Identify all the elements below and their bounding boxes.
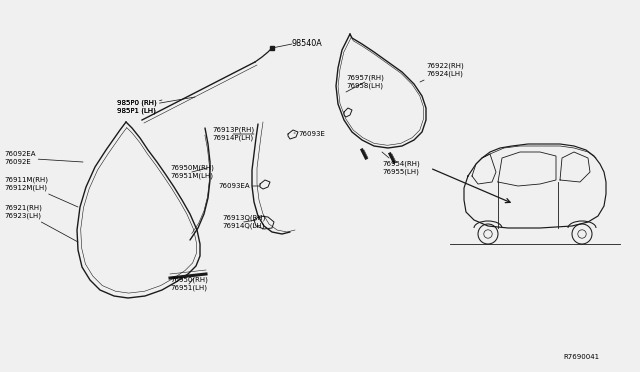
Text: R7690041: R7690041: [564, 354, 600, 360]
Text: 985P0 (RH)
985P1 (LH): 985P0 (RH) 985P1 (LH): [117, 97, 195, 114]
Text: 76950(RH)
76951(LH): 76950(RH) 76951(LH): [170, 277, 208, 291]
Text: 76092EA
76092E: 76092EA 76092E: [4, 151, 83, 165]
Text: 76954(RH)
76955(LH): 76954(RH) 76955(LH): [382, 152, 420, 175]
Text: 76913P(RH)
76914P(LH): 76913P(RH) 76914P(LH): [212, 127, 254, 141]
Text: 76922(RH)
76924(LH): 76922(RH) 76924(LH): [420, 63, 464, 82]
Text: 76950M(RH)
76951M(LH): 76950M(RH) 76951M(LH): [170, 165, 214, 179]
Text: 76093E: 76093E: [294, 131, 325, 137]
Text: 985P0 (RH)
985P1 (LH): 985P0 (RH) 985P1 (LH): [117, 100, 162, 114]
Text: 76093EA: 76093EA: [218, 183, 260, 189]
Text: 98540A: 98540A: [292, 39, 323, 48]
Text: 76921(RH)
76923(LH): 76921(RH) 76923(LH): [4, 205, 78, 242]
Text: 76957(RH)
76958(LH): 76957(RH) 76958(LH): [346, 75, 384, 92]
Text: 76913Q(RH)
76914Q(LH): 76913Q(RH) 76914Q(LH): [222, 215, 266, 229]
Text: 76911M(RH)
76912M(LH): 76911M(RH) 76912M(LH): [4, 177, 78, 207]
